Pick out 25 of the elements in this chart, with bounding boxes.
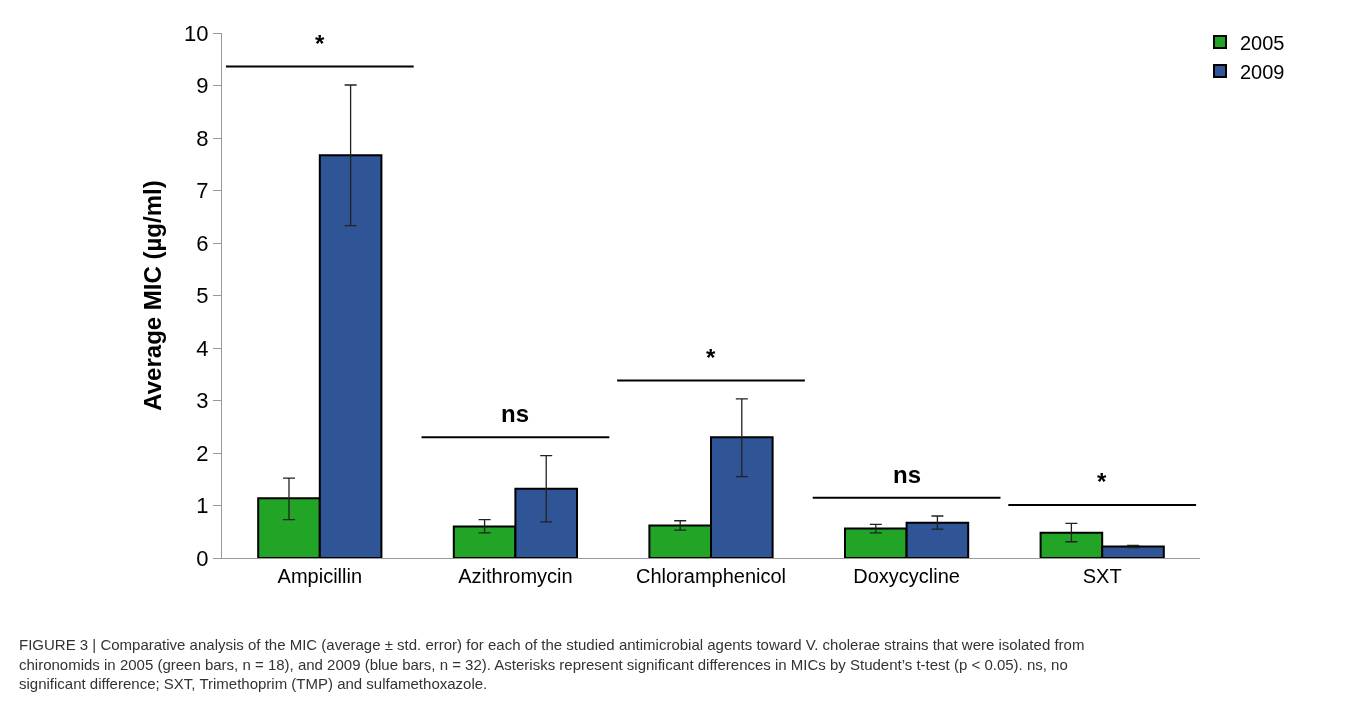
annotation: * — [706, 344, 716, 371]
annotation: ns — [893, 461, 922, 488]
y-tick-label: 4 — [196, 335, 209, 361]
y-tick-label: 5 — [196, 283, 209, 309]
y-tick-label: 1 — [196, 493, 209, 519]
x-tick-label: Azithromycin — [458, 565, 573, 587]
annotation: * — [1097, 468, 1107, 495]
y-tick-label: 9 — [196, 73, 209, 99]
y-axis-title: Average MIC (µg/ml) — [139, 180, 167, 411]
y-tick-label: 8 — [196, 125, 209, 151]
caption: FIGURE 3 | Comparative analysis of the MIC (average ± std. error) for each of the studied antimicrobial agents toward V. cholerae strains that were isolated from chironomids in 2005 (green bars, n = 18), and 2009 (blue bars, n = 32). Asterisks represent significant differences in MICs by Student’s t-test (p < 0.05). ns, no significant difference; SXT, Trimethoprim (TMP) and sulfamethoxazole. — [19, 636, 1085, 692]
x-tick-label: Ampicillin — [277, 565, 363, 587]
x-tick-label: Doxycycline — [853, 565, 960, 587]
y-tick-label: 3 — [196, 388, 209, 414]
y-tick-label: 6 — [196, 230, 209, 256]
annotation: ns — [501, 400, 530, 427]
y-tick-label: 0 — [196, 545, 209, 571]
annotation: * — [315, 30, 325, 57]
x-tick-label: Chloramphenicol — [635, 565, 787, 587]
y-tick-label: 10 — [184, 20, 209, 46]
legend-label: 2005 — [1240, 31, 1285, 54]
legend-label: 2009 — [1240, 60, 1285, 83]
y-tick-label: 7 — [196, 178, 209, 204]
y-tick-label: 2 — [196, 440, 209, 466]
x-tick-label: SXT — [1082, 565, 1122, 587]
